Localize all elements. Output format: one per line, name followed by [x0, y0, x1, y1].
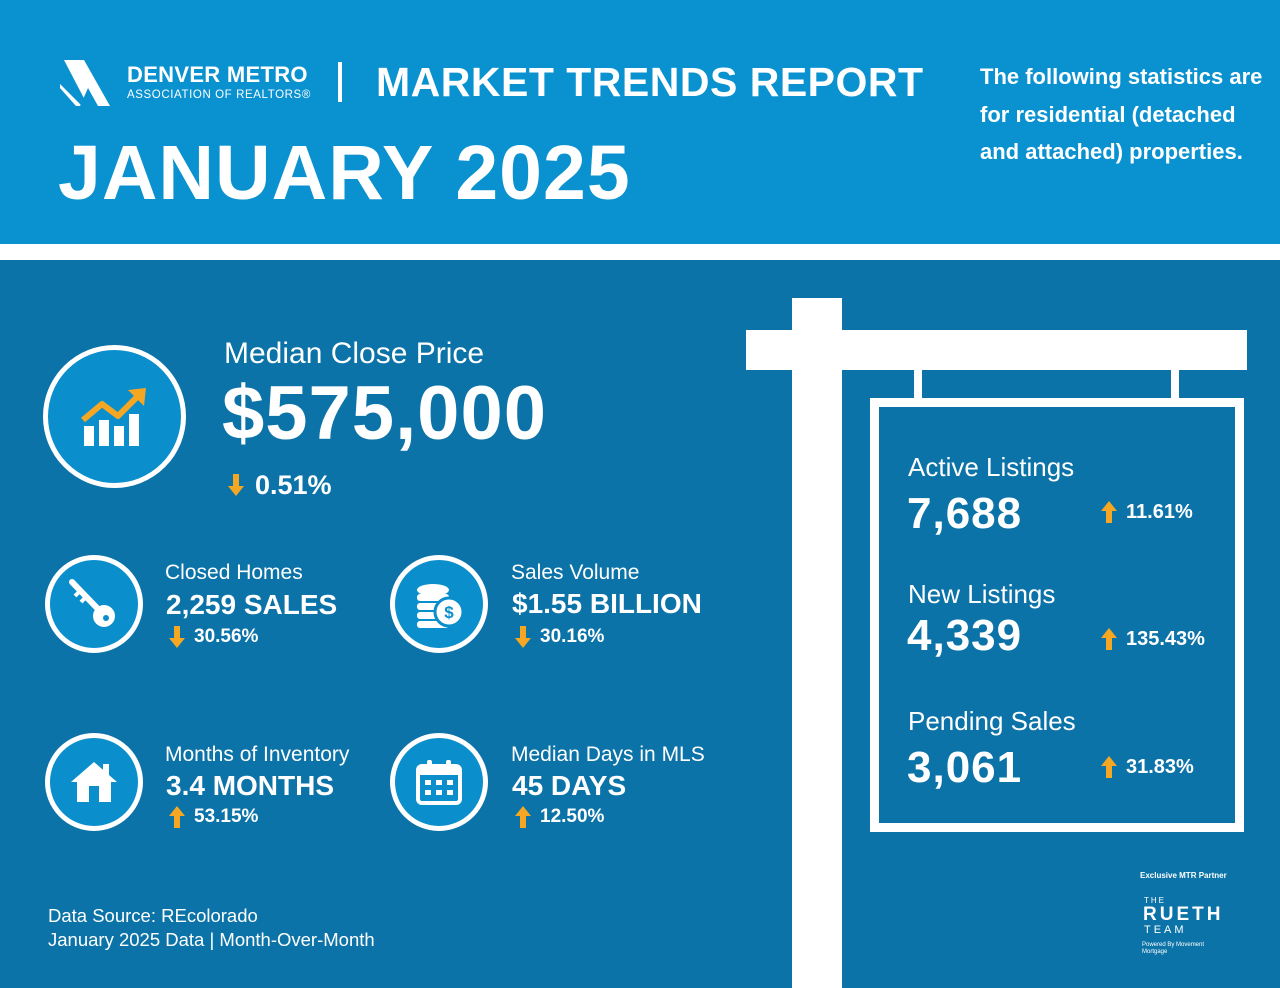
closed-homes-change: 30.56% [168, 626, 258, 648]
active-listings-value: 7,688 [907, 489, 1023, 538]
inventory-change-value: 53.15% [194, 806, 259, 827]
arrow-down-icon [515, 626, 531, 648]
org-subtitle: ASSOCIATION OF REALTORS® [127, 89, 311, 101]
inventory-icon-circle [45, 733, 143, 831]
median-price-icon-circle [43, 345, 186, 488]
org-name: DENVER METRO [127, 62, 308, 87]
title-separator [338, 62, 342, 102]
pending-sales-label: Pending Sales [908, 706, 1076, 736]
sales-volume-change: 30.16% [514, 626, 604, 648]
days-mls-label: Median Days in MLS [511, 743, 705, 766]
partner-logo-the: THE [1144, 896, 1166, 905]
coins-icon: $ [417, 584, 465, 628]
inventory-label: Months of Inventory [165, 743, 350, 766]
arrow-up-icon [1101, 628, 1117, 650]
days-mls-value: 45 DAYS [512, 770, 627, 801]
active-listings-label: Active Listings [908, 452, 1075, 482]
dmar-logo-icon [60, 60, 110, 106]
inventory-value: 3.4 MONTHS [166, 770, 335, 801]
inventory-change: 53.15% [168, 806, 258, 828]
data-period: January 2025 Data | Month-Over-Month [48, 929, 375, 950]
sales-volume-icon-circle: $ [390, 555, 488, 653]
sales-volume-value: $1.55 BILLION [512, 588, 702, 619]
arrow-up-icon [515, 806, 531, 828]
median-price-change: 0.51% [227, 470, 332, 500]
partner-powered-by: Powered By Movement Mortgage [1142, 942, 1205, 955]
sales-volume-change-value: 30.16% [540, 626, 605, 647]
arrow-up-icon [169, 806, 185, 828]
data-source: Data Source: REcolorado [48, 905, 258, 926]
sign-chain-left [914, 370, 922, 400]
days-mls-change-value: 12.50% [540, 806, 605, 827]
header-divider [0, 244, 1280, 260]
arrow-up-icon [1101, 501, 1117, 523]
active-listings-change: 11.61% [1100, 500, 1193, 524]
intro-text: The following statistics are for residen… [980, 64, 1263, 164]
median-price-value: $575,000 [222, 371, 547, 456]
calendar-icon [416, 760, 462, 805]
month-title: JANUARY 2025 [58, 130, 631, 216]
closed-homes-value: 2,259 SALES [166, 589, 338, 620]
key-icon [69, 579, 115, 627]
house-icon [71, 762, 117, 802]
pending-sales-value: 3,061 [907, 743, 1023, 792]
days-mls-change: 12.50% [514, 806, 604, 828]
new-listings-label: New Listings [908, 579, 1056, 609]
sales-volume-label: Sales Volume [511, 561, 640, 584]
arrow-down-icon [228, 474, 244, 496]
partner-label: Exclusive MTR Partner [1140, 871, 1227, 880]
partner-logo-name: RUETH [1143, 904, 1224, 925]
days-mls-icon-circle [390, 733, 488, 831]
active-listings-change-value: 11.61% [1126, 501, 1193, 523]
median-price-change-value: 0.51% [255, 470, 332, 500]
sign-chain-right [1171, 370, 1179, 400]
new-listings-value: 4,339 [907, 611, 1023, 660]
pending-sales-change: 31.83% [1100, 755, 1194, 779]
svg-text:$: $ [444, 603, 454, 622]
closed-homes-label: Closed Homes [165, 561, 303, 584]
new-listings-change-value: 135.43% [1126, 628, 1205, 650]
closed-homes-change-value: 30.56% [194, 626, 259, 647]
report-title: MARKET TRENDS REPORT [376, 59, 924, 105]
new-listings-change: 135.43% [1100, 627, 1205, 651]
partner-logo-team: TEAM [1144, 924, 1187, 936]
trend-chart-icon [80, 387, 146, 446]
closed-homes-icon-circle [45, 555, 143, 653]
arrow-down-icon [169, 626, 185, 648]
arrow-up-icon [1101, 756, 1117, 778]
header-banner [0, 0, 1280, 244]
sign-arm [746, 330, 1247, 370]
median-price-label: Median Close Price [224, 337, 485, 370]
pending-sales-change-value: 31.83% [1126, 756, 1194, 778]
sign-board [870, 398, 1244, 832]
sign-post [792, 298, 842, 988]
